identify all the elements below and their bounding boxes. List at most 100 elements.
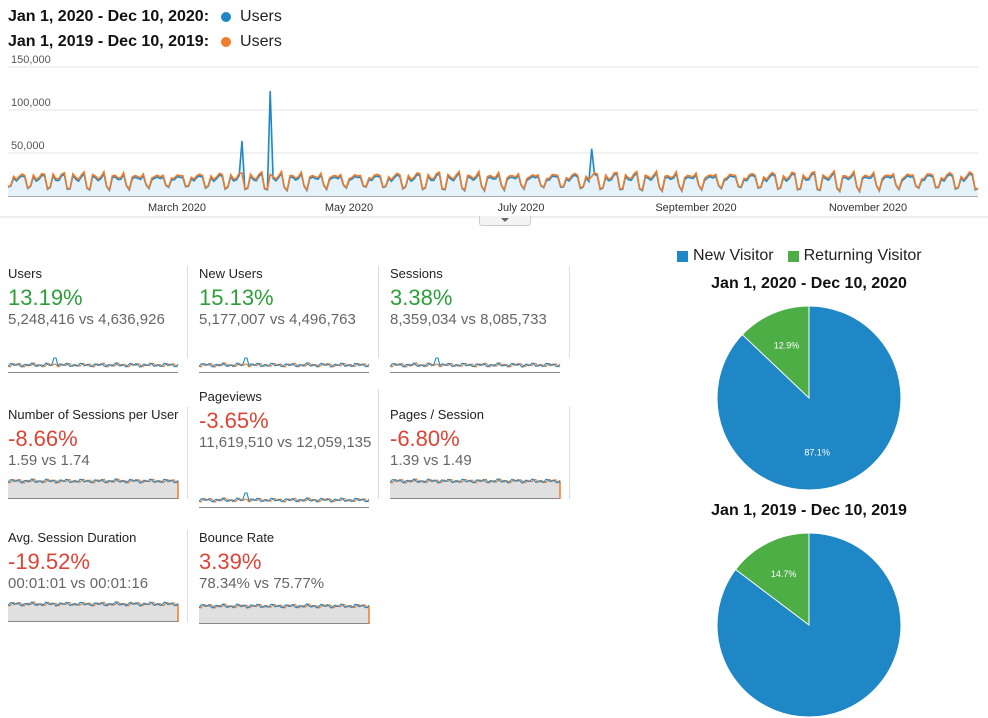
- tile-divider: [187, 407, 188, 499]
- sparkline-area: [199, 606, 369, 624]
- metric-sparkline: [8, 357, 179, 373]
- legend-previous: Jan 1, 2019 - Dec 10, 2019: Users: [8, 33, 282, 51]
- sparkline-line: [390, 478, 561, 484]
- metric-change-pct: -8.66%: [8, 426, 78, 451]
- sparkline-line: [199, 603, 370, 609]
- sparkline-line: [8, 362, 179, 368]
- x-tick-label: November 2020: [829, 202, 907, 214]
- legend-previous-range: Jan 1, 2019 - Dec 10, 2019:: [8, 33, 210, 50]
- metric-comparison: 11,619,510 vs 12,059,135: [199, 434, 372, 451]
- metric-change-pct: -6.80%: [390, 426, 460, 451]
- series-line-previous: [7, 169, 979, 194]
- metric-change-pct: 13.19%: [8, 285, 83, 310]
- sparkline-line: [8, 601, 179, 607]
- metric-change-pct: -19.52%: [8, 549, 90, 574]
- metric-name: Users: [8, 266, 42, 281]
- pie-title-current: Jan 1, 2020 - Dec 10, 2020: [711, 275, 907, 292]
- metric-sparkline: [8, 601, 179, 622]
- metric-change-pct: 15.13%: [199, 285, 274, 310]
- pie-label-returning: 14.7%: [771, 569, 797, 579]
- pie-legend-new: New Visitor: [693, 247, 774, 264]
- tile-divider: [378, 389, 379, 499]
- metric-tile[interactable]: Sessions 3.38% 8,359,034 vs 8,085,733: [390, 266, 570, 373]
- legend-current: Jan 1, 2020 - Dec 10, 2020: Users: [8, 8, 282, 26]
- metric-name: Number of Sessions per User: [8, 407, 179, 422]
- metric-change-pct: -3.65%: [199, 408, 269, 433]
- y-tick-label: 50,000: [11, 140, 45, 152]
- pie-slice-returning[interactable]: [734, 532, 810, 627]
- legend-previous-dot-icon: [221, 37, 232, 47]
- tile-divider: [569, 266, 570, 358]
- metric-sparkline: [199, 603, 370, 624]
- sparkline-line: [199, 492, 370, 503]
- sparkline-area: [8, 481, 178, 499]
- metric-tile[interactable]: Users 13.19% 5,248,416 vs 4,636,926: [8, 266, 188, 373]
- sparkline-line: [199, 603, 370, 609]
- metric-change-pct: 3.38%: [390, 285, 453, 310]
- pie-legend-returning: Returning Visitor: [803, 247, 922, 264]
- metric-sparkline: [199, 357, 370, 373]
- y-tick-label: 100,000: [11, 97, 51, 109]
- metric-comparison: 5,177,007 vs 4,496,763: [199, 311, 356, 328]
- metric-sparkline: [199, 492, 370, 508]
- metric-name: Pages / Session: [390, 407, 484, 422]
- metric-tile[interactable]: Avg. Session Duration -19.52% 00:01:01 vs …: [8, 530, 188, 630]
- metric-tile[interactable]: Pageviews -3.65% 11,619,510 vs 12,059,135: [199, 389, 379, 508]
- legend-current-dot-icon: [221, 12, 232, 22]
- chevron-down-icon: [501, 218, 509, 222]
- metric-comparison: 00:01:01 vs 00:01:16: [8, 575, 149, 592]
- sparkline-line: [390, 362, 561, 368]
- metric-name: Pageviews: [199, 389, 262, 404]
- sparkline-line: [390, 357, 561, 368]
- pie-slice-returning[interactable]: [741, 305, 810, 400]
- metric-tile[interactable]: New Users 15.13% 5,177,007 vs 4,496,763: [199, 266, 379, 373]
- sparkline-line: [8, 478, 179, 484]
- metric-comparison: 8,359,034 vs 8,085,733: [390, 311, 547, 328]
- sparkline-line: [390, 478, 561, 484]
- tile-divider: [187, 266, 188, 358]
- sparkline-area: [390, 481, 560, 499]
- pie-legend: New Visitor Returning Visitor: [677, 247, 922, 265]
- users-timeline-chart[interactable]: 150,000 100,000 50,000 March 2020 May 2020 Ju…: [0, 55, 988, 230]
- sparkline-line: [199, 357, 370, 368]
- sparkline-line: [8, 357, 179, 368]
- pie-label-returning: 12.9%: [774, 341, 800, 351]
- metric-tile[interactable]: Number of Sessions per User -8.66% 1.59 vs…: [8, 407, 188, 507]
- pie-title-previous: Jan 1, 2019 - Dec 10, 2019: [711, 502, 907, 519]
- pie-label-new: 87.1%: [804, 448, 830, 458]
- metric-sparkline: [390, 357, 561, 373]
- x-tick-label: September 2020: [655, 202, 736, 214]
- sparkline-area: [8, 604, 178, 622]
- tile-divider: [187, 530, 188, 622]
- legend-current-range: Jan 1, 2020 - Dec 10, 2020:: [8, 8, 210, 25]
- metric-change-pct: 3.39%: [199, 549, 262, 574]
- new-visitor-swatch-icon: [677, 250, 688, 262]
- sparkline-line: [199, 362, 370, 368]
- pie-chart-current[interactable]: 12.9% 87.1%: [716, 305, 902, 491]
- metric-comparison: 1.39 vs 1.49: [390, 452, 472, 469]
- metric-sparkline: [8, 478, 179, 499]
- sparkline-line: [8, 478, 179, 484]
- metric-comparison: 1.59 vs 1.74: [8, 452, 90, 469]
- chart-resize-handle[interactable]: [479, 216, 531, 226]
- x-tick-label: May 2020: [325, 202, 373, 214]
- x-tick-label: March 2020: [148, 202, 206, 214]
- pie-chart-previous[interactable]: 14.7%: [716, 532, 902, 718]
- metric-name: Avg. Session Duration: [8, 530, 137, 545]
- legend-previous-series: Users: [240, 33, 282, 50]
- y-tick-label: 150,000: [11, 55, 51, 66]
- metric-comparison: 78.34% vs 75.77%: [199, 575, 325, 592]
- tile-divider: [569, 407, 570, 499]
- sparkline-line: [199, 497, 370, 503]
- metric-sparkline: [390, 478, 561, 499]
- series-area-current: [8, 91, 978, 196]
- metric-name: New Users: [199, 266, 263, 281]
- tile-divider: [378, 266, 379, 358]
- metric-name: Bounce Rate: [199, 530, 275, 545]
- metric-name: Sessions: [390, 266, 443, 281]
- metric-tile[interactable]: Bounce Rate 3.39% 78.34% vs 75.77%: [199, 530, 379, 630]
- legend-current-series: Users: [240, 8, 282, 25]
- metric-tile[interactable]: Pages / Session -6.80% 1.39 vs 1.49: [390, 407, 570, 507]
- sparkline-line: [8, 601, 179, 607]
- metric-comparison: 5,248,416 vs 4,636,926: [8, 311, 165, 328]
